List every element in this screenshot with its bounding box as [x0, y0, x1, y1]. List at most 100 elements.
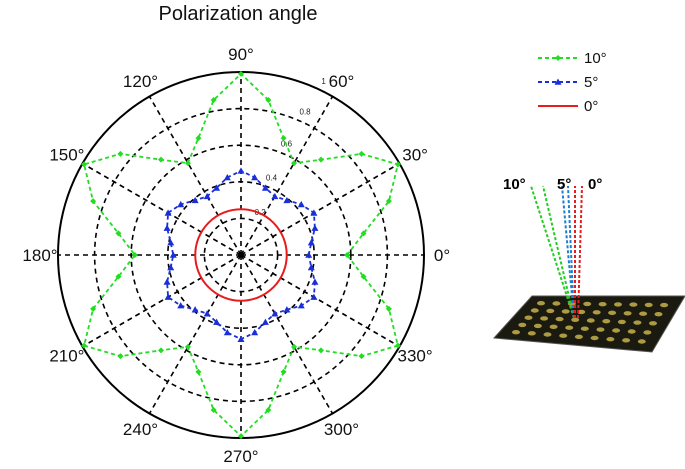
data-point: [117, 150, 124, 157]
data-point: [203, 192, 211, 200]
angle-tick-label: 150°: [49, 146, 84, 165]
inset-illustration: 10° 5° 0°: [492, 176, 685, 353]
angle-tick-label: 270°: [223, 447, 258, 466]
grid-spoke: [240, 162, 400, 256]
legend-entry: 0°: [538, 98, 598, 115]
polar-grid: [57, 71, 425, 439]
data-point: [237, 167, 245, 174]
substrate-dot: [524, 315, 533, 320]
substrate-dot: [574, 334, 583, 339]
grid-spoke: [240, 254, 334, 414]
data-point: [223, 328, 231, 336]
legend-label: 10°: [584, 50, 607, 67]
data-point: [271, 192, 279, 200]
series-line: [194, 208, 288, 302]
substrate-dot: [598, 302, 607, 307]
substrate-dot: [549, 324, 558, 329]
data-point: [555, 55, 561, 61]
data-point: [297, 200, 305, 208]
substrate-dot: [596, 327, 605, 332]
substrate-dot: [565, 325, 574, 330]
data-point: [177, 200, 185, 208]
data-point: [317, 347, 324, 354]
data-point: [310, 209, 318, 216]
beam-5deg-right: [567, 185, 575, 319]
radial-tick-label: 0.8: [300, 107, 312, 116]
data-point: [291, 160, 298, 167]
angle-tick-label: 210°: [49, 347, 84, 366]
data-point: [115, 273, 122, 280]
substrate-dot: [555, 316, 564, 322]
data-point: [223, 174, 231, 181]
substrate-dot: [580, 326, 589, 331]
legend: 10° 5° 0°: [538, 50, 607, 115]
substrate-dot: [608, 310, 617, 315]
inset-label-0deg: 0°: [588, 176, 602, 193]
data-point: [311, 278, 319, 285]
beam-10deg-right: [542, 185, 575, 319]
angle-tick-label: 90°: [228, 45, 254, 64]
data-point: [167, 239, 175, 246]
data-point: [360, 273, 367, 280]
data-point: [90, 198, 97, 205]
data-point: [311, 224, 319, 231]
data-point: [238, 70, 244, 77]
angle-tick-label: 240°: [123, 420, 158, 439]
angle-tick-label: 0°: [434, 246, 450, 265]
substrate-dot: [512, 330, 520, 335]
substrate-dot: [660, 302, 669, 308]
data-point: [385, 305, 392, 312]
grid-spoke: [148, 254, 242, 414]
substrate-dot-pattern: [512, 301, 669, 344]
data-point: [203, 310, 211, 317]
legend-entry: 5°: [538, 74, 598, 91]
textured-substrate: [492, 295, 685, 353]
data-point: [554, 78, 562, 85]
substrate-dot: [623, 311, 632, 316]
angle-tick-label: 60°: [329, 72, 355, 91]
substrate-dot: [639, 311, 648, 316]
substrate-dot: [527, 331, 536, 336]
data-point: [261, 318, 269, 325]
data-point: [164, 209, 172, 216]
beam-10deg: [530, 185, 575, 319]
data-point: [261, 184, 269, 191]
data-point: [280, 135, 287, 142]
substrate-dot: [637, 339, 646, 344]
data-point: [271, 310, 279, 317]
data-point: [213, 318, 221, 325]
data-point: [191, 306, 199, 313]
data-point: [317, 156, 324, 163]
data-point: [265, 406, 272, 413]
substrate-dot: [643, 330, 652, 335]
data-point: [394, 161, 401, 168]
data-point: [158, 156, 165, 163]
data-point: [210, 97, 217, 104]
data-point: [163, 224, 171, 231]
angle-tick-label: 300°: [324, 420, 359, 439]
data-point: [360, 230, 367, 237]
substrate-dot: [644, 302, 653, 308]
data-point: [131, 252, 138, 258]
substrate-dot: [586, 318, 595, 323]
legend-label: 0°: [584, 98, 598, 115]
data-point: [117, 353, 124, 360]
data-point: [184, 160, 191, 167]
substrate-dot: [592, 310, 601, 315]
radial-tick-label: 0.4: [266, 173, 278, 182]
substrate-dot: [614, 302, 622, 307]
legend-entry: 10°: [538, 50, 607, 67]
substrate-dot: [649, 321, 657, 326]
substrate-dot: [622, 338, 631, 343]
data-point: [210, 406, 217, 413]
data-point: [184, 343, 191, 350]
data-point: [177, 302, 185, 309]
data-point: [90, 305, 97, 312]
series-layer: [81, 70, 401, 440]
data-point: [191, 196, 199, 204]
substrate-dot: [546, 308, 555, 314]
substrate-dot: [571, 317, 580, 322]
substrate-dot: [530, 308, 539, 313]
data-point: [158, 347, 165, 354]
substrate-dot: [633, 320, 642, 325]
